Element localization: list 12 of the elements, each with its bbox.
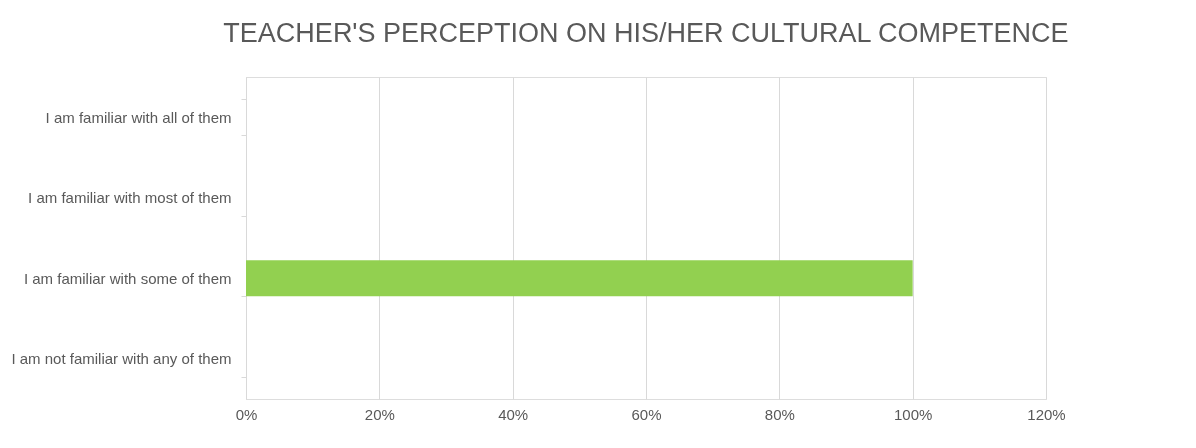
x-tick-label: 120% — [1027, 405, 1066, 423]
y-tick-label: I am familiar with most of them — [28, 189, 232, 207]
x-tick-label: 20% — [364, 405, 395, 423]
x-tick-label: 0% — [235, 405, 258, 423]
y-tick-label: I am familiar with all of them — [45, 108, 232, 126]
x-tick-label: 80% — [764, 405, 795, 423]
y-tick-label: I am familiar with some of them — [23, 269, 232, 287]
x-tick-label: 100% — [893, 405, 933, 423]
y-tick-label: I am not familiar with any of them — [11, 350, 232, 368]
x-tick-label: 40% — [498, 405, 529, 423]
chart-title: TEACHER'S PERCEPTION ON HIS/HER CULTURAL COMPETENCE — [223, 18, 1069, 48]
x-tick-label: 60% — [631, 405, 662, 423]
